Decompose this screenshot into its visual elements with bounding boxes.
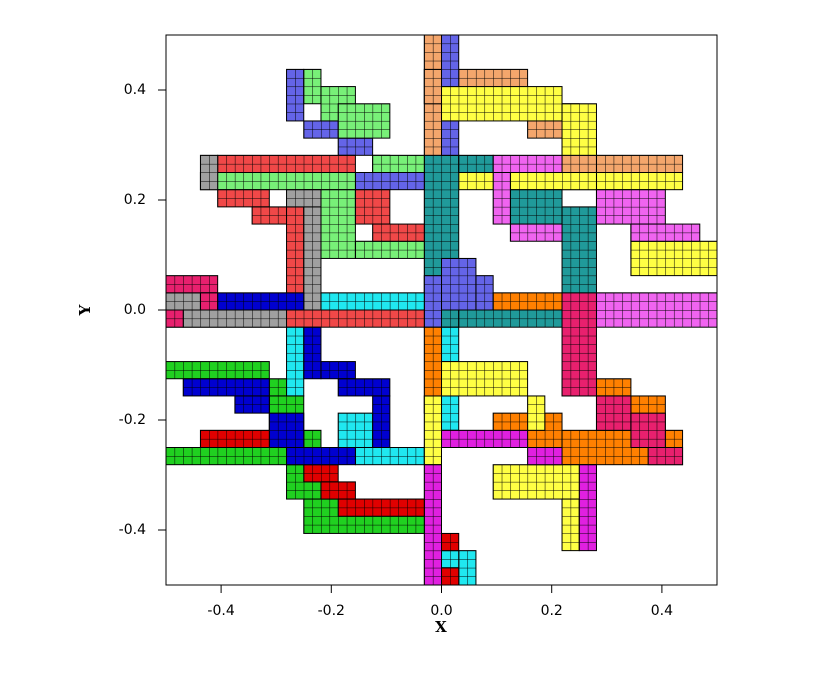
tile-grid: [234, 395, 270, 414]
tile-grid: [217, 292, 304, 310]
tile-grid: [630, 413, 666, 448]
tile-grid: [320, 292, 425, 310]
tile-grid: [441, 258, 476, 310]
tile-grid: [166, 310, 184, 328]
tile-grid: [441, 327, 459, 362]
tile-grid: [475, 275, 494, 310]
tile-grid: [217, 189, 270, 207]
tile-grid: [200, 155, 218, 190]
tile-grid: [355, 189, 390, 225]
tile-grid: [458, 550, 476, 585]
tile-grid: [372, 155, 425, 173]
tile-grid: [303, 327, 321, 379]
tile-grid: [510, 224, 563, 242]
tile-grid: [441, 35, 459, 87]
tile-grid: [458, 155, 494, 173]
tile-grid: [527, 395, 545, 431]
tile-grid: [166, 361, 270, 379]
tile-grid: [441, 395, 459, 431]
tile-grid: [286, 189, 321, 207]
tile-grid: [286, 447, 356, 465]
tile-grid: [562, 292, 597, 396]
tile-grid: [166, 447, 287, 465]
tile-grid: [596, 395, 631, 431]
tile-grid: [355, 241, 425, 259]
tile-grid: [424, 275, 442, 328]
tile-grid: [441, 86, 563, 121]
tile-grid: [441, 567, 459, 585]
tile-grid: [183, 378, 270, 396]
tile-grid: [320, 481, 356, 500]
tile-grid: [596, 189, 666, 225]
tile-grid: [286, 69, 304, 121]
tile-grid: [303, 120, 339, 139]
tile-grid: [355, 447, 425, 465]
tile-grid: [493, 292, 563, 310]
y-tick-label: 0.4: [124, 82, 146, 98]
tile-grid: [527, 447, 563, 465]
x-tick-label: 0.0: [430, 603, 452, 619]
tile-grid: [596, 155, 683, 173]
x-axis-label: X: [435, 618, 447, 636]
tile-grid: [200, 172, 356, 190]
y-tick-label: -0.4: [119, 522, 146, 538]
tile-grid: [630, 224, 700, 242]
tile-grid: [562, 499, 580, 551]
tile-grid: [596, 172, 683, 190]
tile-grid: [441, 361, 528, 396]
tile-grid: [596, 292, 717, 328]
y-tick-label: 0.2: [124, 192, 146, 208]
tile-grid: [441, 533, 459, 551]
tile-grid: [355, 172, 425, 190]
tile-grid: [630, 241, 717, 276]
tile-grid: [217, 155, 356, 173]
tile-grid: [320, 361, 356, 379]
tile-grid: [493, 172, 511, 225]
tile-grid: [493, 155, 563, 173]
tile-grid: [441, 120, 459, 156]
x-tick-label: 0.4: [651, 603, 673, 619]
tile-grid: [338, 499, 425, 517]
tile-grid: [200, 292, 218, 310]
tile-grid: [183, 310, 287, 328]
tile-grid: [303, 69, 321, 104]
tile-grid: [579, 464, 597, 551]
tile-grid: [338, 413, 373, 448]
tile-grid: [441, 430, 528, 448]
tile-grid: [648, 447, 683, 465]
tile-grid: [320, 189, 356, 259]
tile-grid: [372, 224, 425, 242]
tile-grid: [166, 292, 201, 310]
tile-grid: [372, 395, 390, 448]
tile-grid: [441, 550, 459, 568]
x-tick-label: 0.2: [541, 603, 563, 619]
tile-grid: [303, 464, 339, 482]
tile-grid: [286, 327, 304, 396]
x-tick-label: -0.2: [318, 603, 345, 619]
y-tick-label: -0.2: [119, 412, 146, 428]
tile-grid: [338, 138, 373, 156]
y-tick-label: 0.0: [124, 302, 146, 318]
tile-grid: [510, 189, 563, 225]
tile-grid: [424, 327, 442, 414]
tile-grid: [458, 310, 563, 328]
tile-grid: [424, 464, 442, 585]
x-tick-label: -0.4: [207, 603, 234, 619]
tile-grid: [303, 189, 321, 310]
tile-grid: [269, 413, 304, 448]
tile-grid: [338, 378, 390, 396]
tile-grid: [338, 103, 390, 139]
tile-grid: [424, 395, 442, 465]
tile-grid: [562, 103, 597, 156]
tile-grid: [166, 275, 218, 293]
y-axis-label: Y: [76, 304, 94, 316]
tile-grid: [424, 172, 614, 190]
tile-grid: [200, 430, 287, 448]
